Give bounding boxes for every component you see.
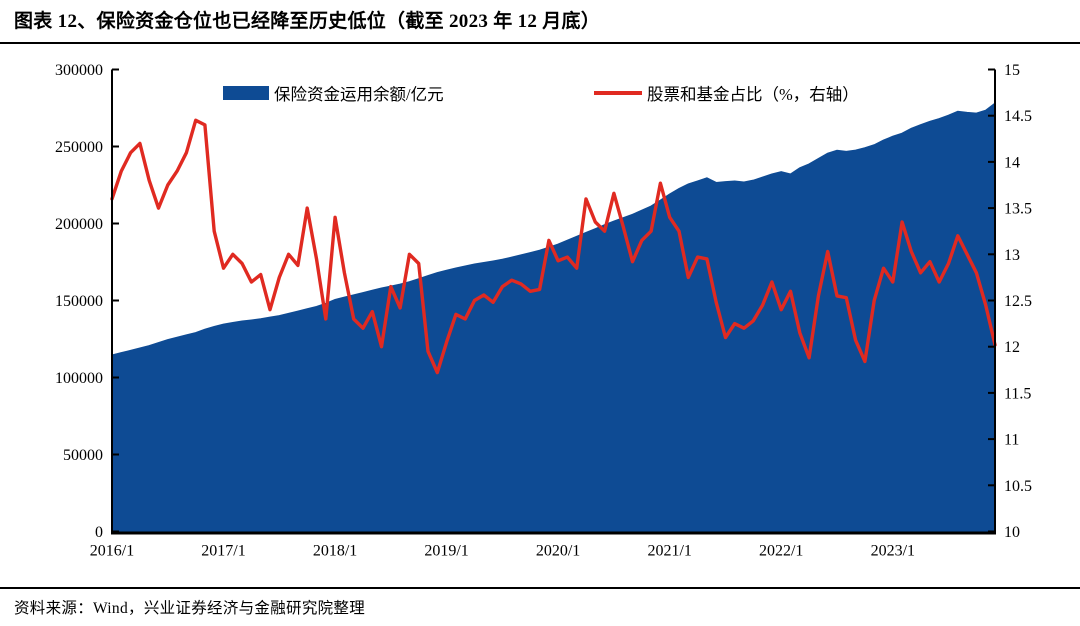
left-axis-tick-label: 0 — [95, 524, 103, 541]
stock-fund-ratio-line — [110, 118, 997, 375]
x-axis-tick-label: 2020/1 — [536, 543, 580, 560]
x-axis-tick-label: 2016/1 — [90, 543, 134, 560]
x-axis-tick-label: 2022/1 — [759, 543, 803, 560]
legend-item-insurance-balance: 保险资金运用余额/亿元 — [223, 82, 444, 104]
right-axis-tick-label: 14 — [1004, 154, 1020, 171]
right-axis-tick-label: 15 — [1004, 62, 1020, 79]
title-divider — [0, 42, 1080, 44]
insurance-balance-area — [111, 101, 996, 533]
right-axis-tick-label: 14.5 — [1004, 108, 1032, 125]
left-axis-tick-label: 150000 — [55, 293, 103, 310]
right-axis-tick-label: 13 — [1004, 247, 1020, 264]
source-divider — [0, 587, 1080, 589]
area-swatch — [223, 86, 269, 100]
right-axis-tick-label: 13.5 — [1004, 201, 1032, 218]
source-note: 资料来源：Wind，兴业证券经济与金融研究院整理 — [14, 600, 366, 617]
legend-label-stock-fund-ratio: 股票和基金占比（%，右轴） — [647, 85, 859, 104]
right-axis-tick-label: 10 — [1004, 524, 1020, 541]
right-axis-tick-label: 10.5 — [1004, 478, 1032, 495]
right-axis-tick-label: 12.5 — [1004, 293, 1032, 310]
x-axis-tick-label: 2019/1 — [424, 543, 468, 560]
right-axis-tick-label: 11 — [1004, 432, 1019, 449]
left-axis-tick-label: 250000 — [55, 139, 103, 156]
right-axis-tick-label: 12 — [1004, 339, 1020, 356]
x-axis-tick-label: 2021/1 — [647, 543, 691, 560]
x-axis-tick-label: 2017/1 — [201, 543, 245, 560]
line-swatch — [594, 91, 642, 95]
left-axis-tick-label: 300000 — [55, 62, 103, 79]
x-axis-tick-label: 2018/1 — [313, 543, 357, 560]
left-axis-tick-label: 100000 — [55, 370, 103, 387]
x-axis-tick-label: 2023/1 — [871, 543, 915, 560]
legend-item-stock-fund-ratio: 股票和基金占比（%，右轴） — [594, 82, 859, 104]
legend-label-insurance-balance: 保险资金运用余额/亿元 — [274, 85, 444, 104]
figure-title: 图表 12、保险资金仓位也已经降至历史低位（截至 2023 年 12 月底） — [14, 11, 601, 32]
left-axis-tick-label: 200000 — [55, 216, 103, 233]
right-axis-tick-label: 11.5 — [1004, 385, 1031, 402]
left-axis-tick-label: 50000 — [63, 447, 103, 464]
